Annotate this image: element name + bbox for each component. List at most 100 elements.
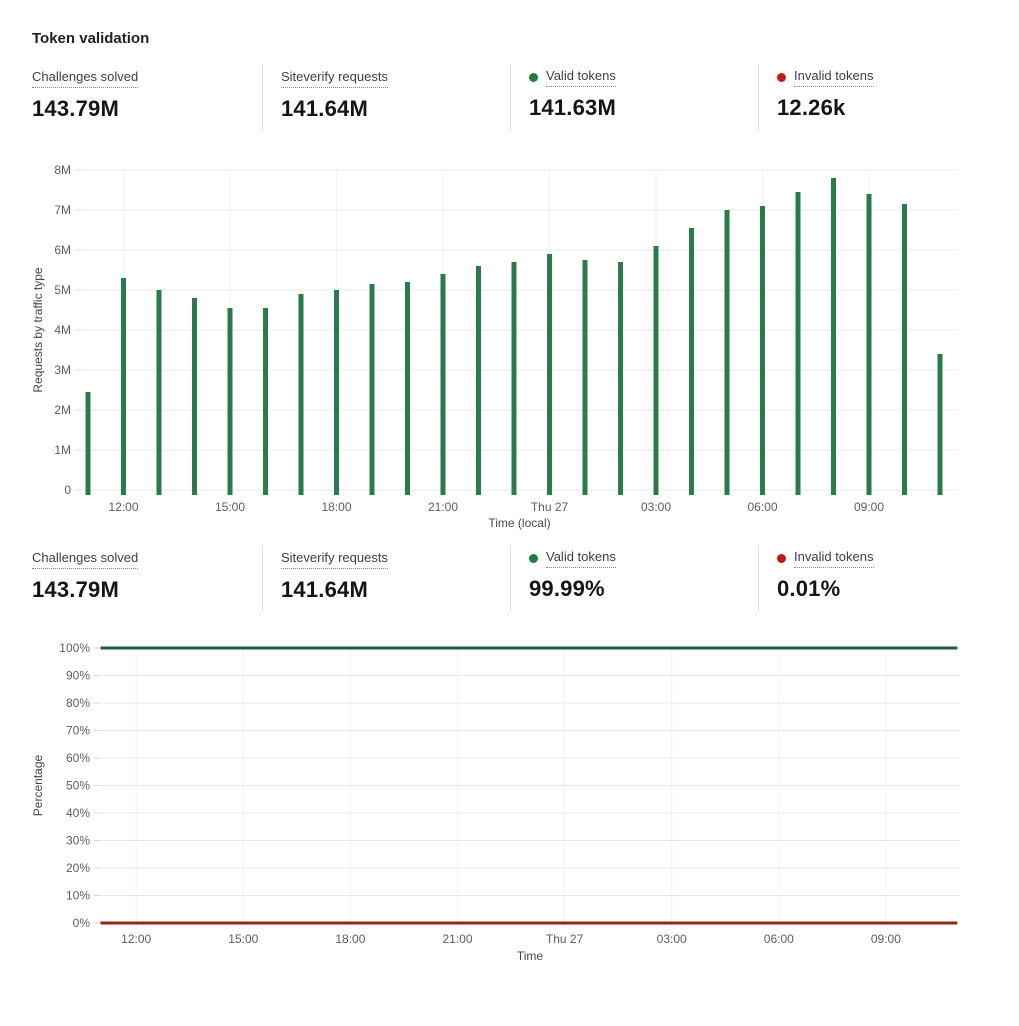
y-axis-title: Requests by traffic type — [31, 267, 45, 393]
x-tick-label: 15:00 — [215, 500, 245, 514]
traffic-bar[interactable] — [263, 308, 268, 495]
stats-row-top: Challenges solved 143.79M Siteverify req… — [14, 64, 1006, 132]
traffic-bar[interactable] — [476, 266, 481, 495]
stat-value: 99.99% — [529, 576, 605, 601]
x-tick-label: Thu 27 — [546, 932, 584, 946]
y-tick-label: 90% — [66, 669, 90, 683]
y-tick-label: 70% — [66, 724, 90, 738]
y-tick-label: 1M — [54, 443, 71, 457]
traffic-bar[interactable] — [618, 262, 623, 495]
y-tick-label: 5M — [54, 283, 71, 297]
stat-label-text: Valid tokens — [546, 549, 616, 568]
stats-row-bottom: Challenges solved 143.79M Siteverify req… — [14, 545, 1006, 613]
traffic-bar[interactable] — [121, 278, 126, 495]
traffic-bar[interactable] — [85, 392, 91, 495]
y-tick-label: 2M — [54, 403, 71, 417]
x-axis-title: Time — [517, 949, 544, 963]
valid-dot-icon — [529, 554, 538, 563]
y-tick-label: 40% — [66, 806, 90, 820]
traffic-bar[interactable] — [227, 308, 233, 495]
traffic-bar[interactable] — [405, 282, 410, 495]
traffic-bar[interactable] — [156, 290, 162, 495]
y-tick-label: 50% — [66, 779, 90, 793]
x-axis-title: Time (local) — [488, 516, 550, 530]
traffic-bar[interactable] — [440, 274, 446, 495]
stat-label[interactable]: Invalid tokens — [777, 549, 874, 568]
stat-value: 141.64M — [281, 96, 369, 121]
y-tick-label: 100% — [59, 641, 90, 655]
traffic-bar[interactable] — [192, 298, 197, 495]
x-tick-label: 12:00 — [108, 500, 138, 514]
stat-card-invalid-tokens: Invalid tokens 12.26k — [758, 64, 1006, 132]
y-tick-label: 4M — [54, 323, 71, 337]
x-tick-label: 21:00 — [428, 500, 458, 514]
traffic-bar[interactable] — [760, 206, 765, 495]
traffic-bar-chart-canvas[interactable]: 0 1M 2M 3M 4M 5M 6M 7M 8M 12:00 15:00 18:00 21:00 Thu… — [0, 160, 1019, 535]
traffic-bar[interactable] — [831, 178, 836, 495]
stat-label[interactable]: Siteverify requests — [281, 69, 388, 88]
traffic-bar[interactable] — [937, 354, 943, 495]
x-tick-label: 09:00 — [871, 932, 901, 946]
traffic-bar[interactable] — [724, 210, 730, 495]
stat-card-challenges-solved: Challenges solved 143.79M — [14, 545, 262, 613]
stat-label-text: Siteverify requests — [281, 69, 388, 88]
x-tick-label: 06:00 — [747, 500, 777, 514]
x-tick-label: 06:00 — [764, 932, 794, 946]
x-tick-label: 09:00 — [854, 500, 884, 514]
stat-label[interactable]: Valid tokens — [529, 549, 616, 568]
stat-value: 143.79M — [32, 96, 120, 121]
stat-value: 141.64M — [281, 577, 369, 602]
traffic-bar[interactable] — [902, 204, 907, 495]
stat-label-text: Invalid tokens — [794, 68, 874, 87]
y-tick-label: 3M — [54, 363, 71, 377]
x-tick-label: 15:00 — [228, 932, 258, 946]
y-tick-label: 7M — [54, 203, 71, 217]
token-percentage-chart[interactable]: 0% 10% 20% 30% 40% 50% 60% 70% 80% 90% 100% 12:00 15… — [0, 630, 1019, 976]
invalid-dot-icon — [777, 554, 786, 563]
traffic-bar[interactable] — [547, 254, 552, 495]
y-tick-label: 60% — [66, 751, 90, 765]
x-tick-label: 18:00 — [335, 932, 365, 946]
requests-by-traffic-type-chart[interactable]: 0 1M 2M 3M 4M 5M 6M 7M 8M 12:00 15:00 18:00 21:00 Thu… — [0, 160, 1019, 535]
stat-value: 143.79M — [32, 577, 120, 602]
stat-label[interactable]: Siteverify requests — [281, 550, 388, 569]
percentage-line-chart-canvas[interactable]: 0% 10% 20% 30% 40% 50% 60% 70% 80% 90% 100% 12:00 15… — [0, 630, 1019, 976]
stat-label-text: Invalid tokens — [794, 549, 874, 568]
traffic-bar[interactable] — [298, 294, 304, 495]
stat-card-siteverify-requests: Siteverify requests 141.64M — [262, 545, 510, 613]
x-tick-label: 18:00 — [321, 500, 351, 514]
page-title: Token validation — [32, 30, 150, 47]
stat-card-valid-tokens: Valid tokens 99.99% — [510, 545, 758, 613]
stat-label[interactable]: Invalid tokens — [777, 68, 874, 87]
stat-label-text: Challenges solved — [32, 550, 139, 569]
stat-value: 0.01% — [777, 576, 841, 601]
traffic-bar[interactable] — [795, 192, 801, 495]
traffic-bar[interactable] — [653, 246, 659, 495]
traffic-bar[interactable] — [582, 260, 588, 495]
stat-label[interactable]: Challenges solved — [32, 69, 139, 88]
x-tick-label: 21:00 — [442, 932, 472, 946]
traffic-bar[interactable] — [369, 284, 375, 495]
traffic-bar[interactable] — [334, 290, 339, 495]
stat-card-invalid-tokens: Invalid tokens 0.01% — [758, 545, 1006, 613]
y-tick-label: 10% — [66, 889, 90, 903]
stat-card-valid-tokens: Valid tokens 141.63M — [510, 64, 758, 132]
y-tick-label: 20% — [66, 861, 90, 875]
stat-label[interactable]: Challenges solved — [32, 550, 139, 569]
stat-value: 141.63M — [529, 95, 617, 120]
y-tick-label: 30% — [66, 834, 90, 848]
x-tick-label: 03:00 — [641, 500, 671, 514]
valid-dot-icon — [529, 73, 538, 82]
traffic-bar[interactable] — [689, 228, 694, 495]
traffic-bar[interactable] — [511, 262, 517, 495]
y-axis-title: Percentage — [31, 754, 45, 816]
stat-label-text: Valid tokens — [546, 68, 616, 87]
x-tick-label: 12:00 — [121, 932, 151, 946]
invalid-dot-icon — [777, 73, 786, 82]
stat-label[interactable]: Valid tokens — [529, 68, 616, 87]
y-tick-label: 8M — [54, 163, 71, 177]
y-tick-label: 80% — [66, 696, 90, 710]
traffic-bar[interactable] — [866, 194, 872, 495]
stat-label-text: Challenges solved — [32, 69, 139, 88]
y-tick-label: 6M — [54, 243, 71, 257]
